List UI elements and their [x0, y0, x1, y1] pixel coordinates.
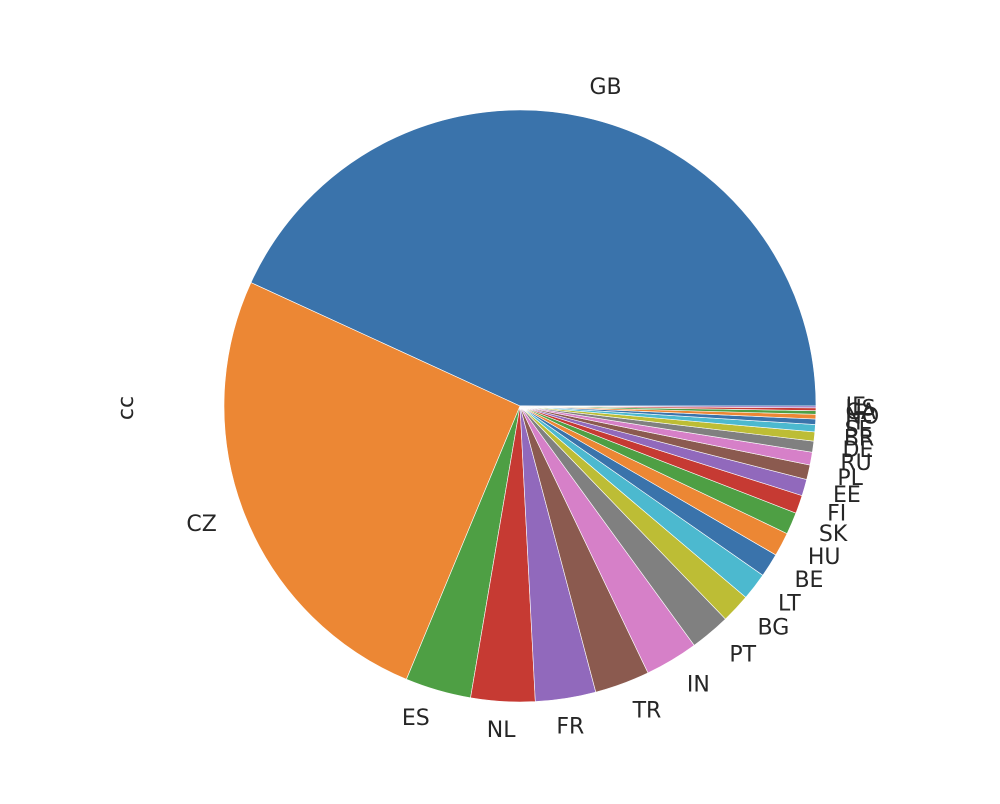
pie-label-ie: IE: [846, 394, 866, 419]
pie-label-hu: HU: [808, 545, 841, 570]
pie-label-br: BR: [844, 427, 874, 452]
pie-slices: [223, 109, 817, 703]
pie-label-ru: RU: [840, 451, 871, 476]
pie-label-ca: CA: [846, 400, 876, 425]
pie-label-fr: FR: [556, 715, 584, 740]
pie-label-sk: SK: [819, 522, 848, 547]
pie-label-in: IN: [687, 673, 710, 698]
pie-label-pt: PT: [729, 642, 756, 667]
y-axis-label: cc: [114, 396, 139, 420]
pie-label-pl: PL: [837, 466, 863, 491]
pie-label-nl: NL: [487, 718, 516, 743]
pie-label-cz: CZ: [186, 512, 216, 537]
pie-label-se: SE: [845, 418, 873, 443]
pie-label-de: DE: [843, 438, 874, 463]
pie-label-no: NO: [845, 405, 879, 430]
pie-label-gb: GB: [589, 75, 621, 100]
pie-label-lt: LT: [778, 592, 801, 617]
pie-label-fi: FI: [827, 501, 846, 526]
pie-label-es: ES: [402, 706, 430, 731]
pie-label-tr: TR: [632, 699, 662, 724]
pie-labels: GB CZ ES NL FR TR IN PTBGLTBEHUSKFIEEPLRUDEBRSE…: [186, 75, 879, 743]
pie-slice-ie: [519, 405, 817, 409]
pie-label-bg: BG: [758, 616, 790, 641]
pie-label-us: US: [846, 397, 876, 422]
pie-slice-cz: [223, 282, 521, 680]
pie-slice-gb: [250, 109, 817, 407]
pie-label-ee: EE: [833, 483, 861, 508]
pie-label-be: BE: [794, 568, 823, 593]
pie-label-it: IT: [845, 410, 865, 435]
